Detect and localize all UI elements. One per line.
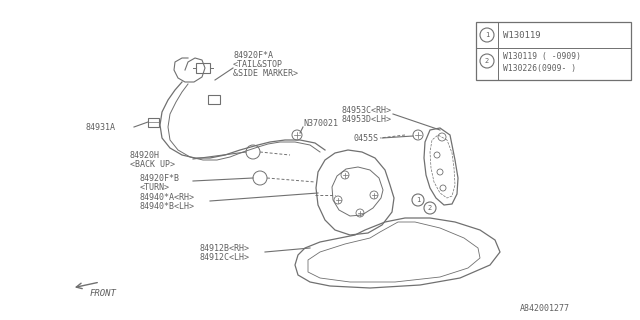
- Text: 84953C<RH>: 84953C<RH>: [342, 106, 392, 115]
- Text: 2: 2: [428, 205, 432, 211]
- Bar: [476, 22, 631, 80]
- Text: A842001277: A842001277: [520, 304, 570, 313]
- Text: 2: 2: [485, 58, 489, 64]
- FancyBboxPatch shape: [208, 95, 220, 104]
- Text: W130119 ( -0909): W130119 ( -0909): [503, 52, 581, 60]
- Text: 84940*B<LH>: 84940*B<LH>: [140, 202, 195, 211]
- Text: W130226(0909- ): W130226(0909- ): [503, 63, 576, 73]
- Text: 1: 1: [485, 32, 489, 38]
- Text: 1: 1: [416, 197, 420, 203]
- Text: 84920H: 84920H: [130, 150, 160, 159]
- Text: W130119: W130119: [503, 30, 541, 39]
- Text: 84920F*B: 84920F*B: [140, 173, 180, 182]
- Text: 84953D<LH>: 84953D<LH>: [342, 115, 392, 124]
- Circle shape: [424, 202, 436, 214]
- Text: 84940*A<RH>: 84940*A<RH>: [140, 193, 195, 202]
- Text: N370021: N370021: [303, 118, 338, 127]
- Circle shape: [480, 54, 494, 68]
- Circle shape: [412, 194, 424, 206]
- Text: 84931A: 84931A: [85, 123, 115, 132]
- Text: FRONT: FRONT: [90, 289, 117, 298]
- Text: 0455S: 0455S: [354, 133, 379, 142]
- Text: <TURN>: <TURN>: [140, 182, 170, 191]
- Text: <TAIL&STOP: <TAIL&STOP: [233, 60, 283, 68]
- Text: 84920F*A: 84920F*A: [233, 51, 273, 60]
- Circle shape: [480, 28, 494, 42]
- Text: 84912C<LH>: 84912C<LH>: [200, 252, 250, 261]
- FancyBboxPatch shape: [148, 118, 159, 127]
- Text: &SIDE MARKER>: &SIDE MARKER>: [233, 68, 298, 77]
- Text: <BACK UP>: <BACK UP>: [130, 159, 175, 169]
- Text: 84912B<RH>: 84912B<RH>: [200, 244, 250, 252]
- FancyBboxPatch shape: [196, 63, 210, 73]
